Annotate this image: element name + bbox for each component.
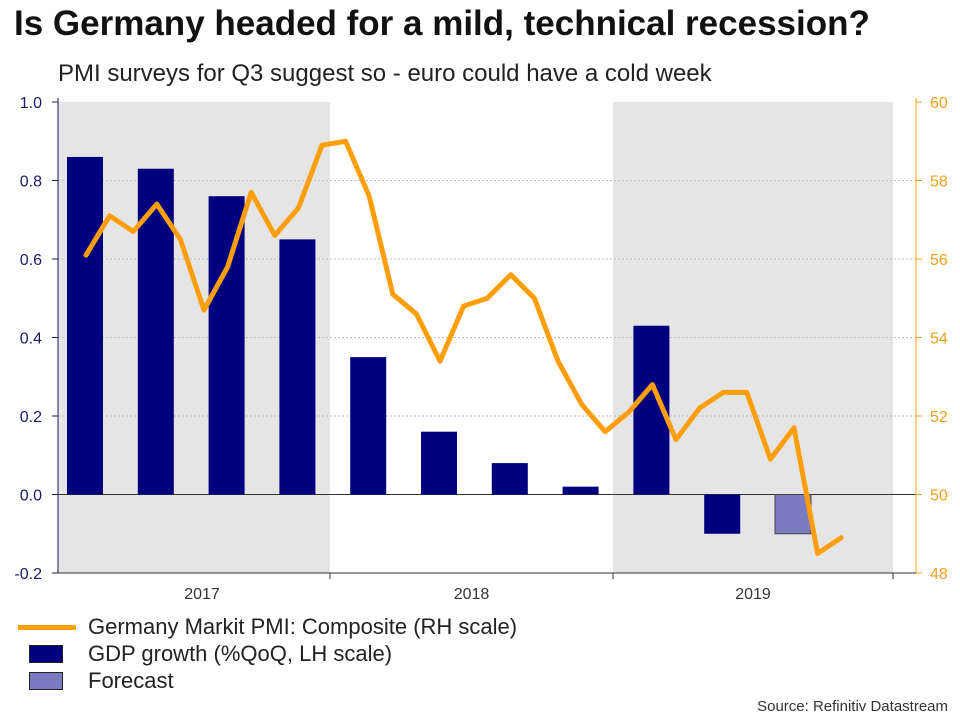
gdp-bar [704, 494, 741, 534]
legend-forecast-swatch [29, 672, 63, 690]
gdp-bar [67, 156, 103, 495]
right-tick-label: 56 [930, 252, 948, 269]
gdp-bar [562, 486, 599, 495]
gdp-bar [421, 431, 457, 495]
gdp-bar [279, 239, 316, 495]
forecast-bar [774, 494, 812, 535]
legend-gdp-swatch [29, 645, 63, 663]
legend-item-gdp: GDP growth (%QoQ, LH scale) [18, 641, 517, 667]
pmi-line [83, 138, 844, 556]
right-tick-label: 54 [930, 331, 948, 348]
right-tick-label: 58 [930, 174, 948, 191]
left-tick-label: -0.2 [14, 566, 42, 583]
right-tick-label: 48 [930, 566, 948, 583]
legend-item-forecast: Forecast [18, 668, 517, 694]
left-tick-label: 0.2 [20, 409, 42, 426]
gdp-bar [350, 357, 387, 495]
left-tick-label: 0.6 [20, 252, 42, 269]
left-tick-label: 0.0 [20, 488, 42, 505]
x-tick-label: 2017 [184, 586, 220, 603]
gdp-bar [491, 463, 528, 495]
chart-title: Is Germany headed for a mild, technical … [14, 4, 870, 43]
x-tick-label: 2019 [735, 586, 771, 603]
legend-gdp-label: GDP growth (%QoQ, LH scale) [88, 641, 393, 666]
legend-pmi-label: Germany Markit PMI: Composite (RH scale) [88, 614, 518, 639]
gdp-bar [208, 196, 245, 495]
legend-forecast-label: Forecast [88, 668, 174, 693]
x-tick-label: 2018 [454, 586, 490, 603]
right-tick-label: 60 [930, 95, 948, 112]
right-tick-label: 50 [930, 488, 948, 505]
left-tick-label: 0.4 [20, 331, 42, 348]
source-note: Source: Refinitiv Datastream [757, 698, 948, 715]
left-tick-label: 0.8 [20, 174, 42, 191]
chart-subtitle: PMI surveys for Q3 suggest so - euro cou… [58, 60, 712, 87]
right-tick-label: 52 [930, 409, 948, 426]
legend-item-pmi: Germany Markit PMI: Composite (RH scale) [18, 614, 517, 640]
legend: Germany Markit PMI: Composite (RH scale)… [18, 614, 517, 695]
legend-pmi-swatch [18, 624, 76, 630]
left-tick-label: 1.0 [20, 95, 42, 112]
